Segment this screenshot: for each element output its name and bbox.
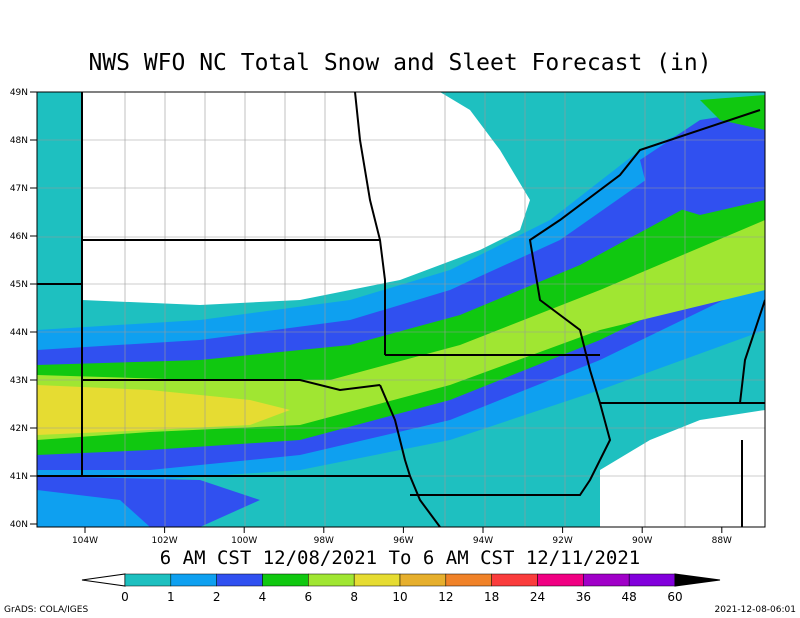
colorbar-segment — [399, 573, 447, 587]
colorbar-segment — [216, 573, 263, 587]
colorbar-segment — [124, 573, 172, 587]
lon-label: 90W — [632, 536, 652, 546]
lon-label: 104W — [72, 536, 98, 546]
lat-label: 43N — [10, 376, 28, 386]
colorbar-segment — [353, 573, 401, 587]
colorbar-label: 10 — [392, 590, 407, 604]
colorbar-label: 48 — [622, 590, 637, 604]
colorbar-below — [81, 573, 126, 587]
map-axes: 49N 48N 47N 46N 45N 44N 43N 42N 41N 40N 104W 102W 10… — [10, 88, 732, 546]
colorbar-label: 2 — [213, 590, 221, 604]
colorbar-segment — [262, 573, 309, 587]
lat-label: 40N — [10, 520, 28, 530]
footer-right: 2021-12-08-06:01 — [715, 605, 797, 615]
lat-label: 41N — [10, 472, 28, 482]
colorbar-segment — [628, 573, 676, 587]
colorbar-segment — [445, 573, 492, 587]
lat-label: 45N — [10, 280, 28, 290]
colorbar-label: 6 — [305, 590, 313, 604]
lat-label: 47N — [10, 184, 28, 194]
lon-label: 92W — [552, 536, 572, 546]
lon-label: 88W — [712, 536, 732, 546]
map — [37, 92, 765, 527]
lon-label: 96W — [393, 536, 413, 546]
colorbar-segment — [537, 573, 584, 587]
colorbar-label: 8 — [350, 590, 358, 604]
colorbar-label: 1 — [167, 590, 175, 604]
footer-left: GrADS: COLA/IGES — [4, 605, 88, 615]
colorbar-segment — [491, 573, 538, 587]
colorbar-label: 4 — [259, 590, 267, 604]
lat-label: 42N — [10, 424, 28, 434]
lat-label: 49N — [10, 88, 28, 98]
colorbar-label: 60 — [667, 590, 682, 604]
colorbar-segment — [170, 573, 217, 587]
title: NWS WFO NC Total Snow and Sleet Forecast… — [88, 50, 711, 76]
lat-label: 44N — [10, 328, 28, 338]
colorbar-above — [674, 573, 721, 587]
colorbar-segment — [583, 573, 630, 587]
lon-label: 98W — [314, 536, 334, 546]
colorbar-segment — [308, 573, 355, 587]
colorbar: 0 1 2 4 6 8 10 12 18 24 36 48 60 — [81, 573, 721, 604]
colorbar-label: 0 — [121, 590, 129, 604]
forecast-period: 6 AM CST 12/08/2021 To 6 AM CST 12/11/20… — [160, 547, 640, 569]
colorbar-label: 18 — [484, 590, 499, 604]
lat-label: 46N — [10, 232, 28, 242]
lon-label: 100W — [231, 536, 257, 546]
colorbar-label: 24 — [530, 590, 545, 604]
lon-label: 94W — [473, 536, 493, 546]
lon-label: 102W — [152, 536, 178, 546]
colorbar-label: 36 — [576, 590, 591, 604]
colorbar-label: 12 — [438, 590, 453, 604]
lat-label: 48N — [10, 136, 28, 146]
